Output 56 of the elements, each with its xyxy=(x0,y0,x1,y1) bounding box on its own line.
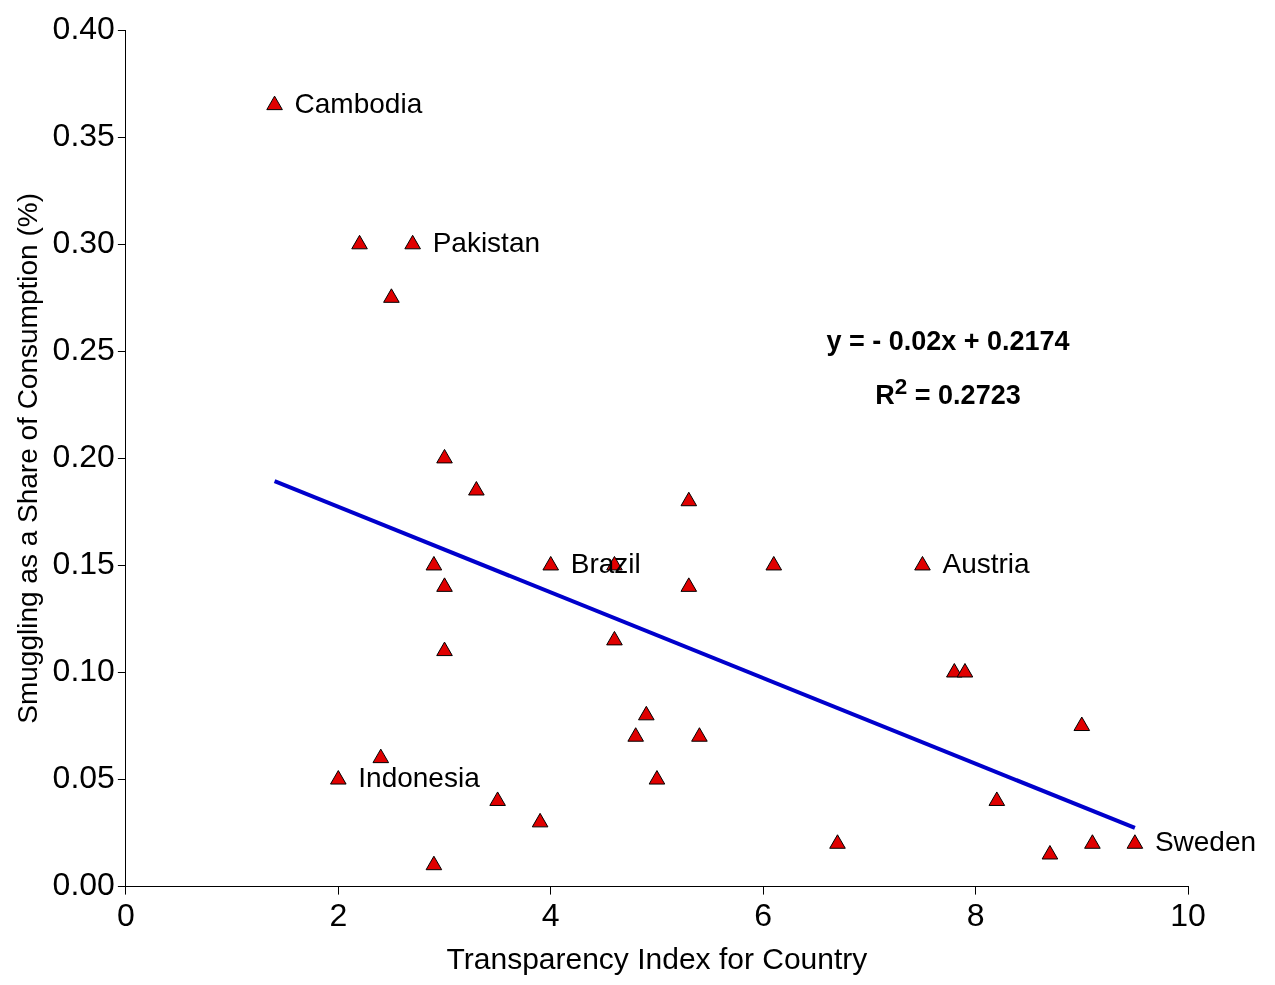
point xyxy=(489,791,506,806)
point xyxy=(351,234,368,250)
point xyxy=(988,791,1006,806)
point xyxy=(648,770,666,785)
annotation: Austria xyxy=(942,548,1031,580)
x-tick-label: 8 xyxy=(966,896,985,933)
point xyxy=(765,555,783,571)
x-tick-label: 0 xyxy=(116,896,135,933)
point xyxy=(383,288,400,303)
point xyxy=(829,834,846,849)
point xyxy=(680,577,698,592)
x-tick-label: 4 xyxy=(541,896,560,933)
y-axis-title: Smuggling as a Share of Consumption (%) xyxy=(11,193,43,724)
y-tick-label: 0.35 xyxy=(52,117,115,154)
annotation: Cambodia xyxy=(294,87,423,119)
point xyxy=(404,234,421,250)
annotation: Indonesia xyxy=(358,762,481,794)
annotation: Brazil xyxy=(570,548,641,580)
point xyxy=(1073,716,1091,732)
point xyxy=(606,630,623,646)
point xyxy=(436,577,453,592)
annotation: R$^{2}$ = 0.2723 xyxy=(874,374,1022,411)
point xyxy=(436,641,453,657)
y-tick-label: 0.30 xyxy=(52,224,115,261)
annotation: Sweden xyxy=(1154,826,1257,858)
point xyxy=(638,705,655,721)
point xyxy=(372,748,390,764)
y-tick-label: 0.05 xyxy=(52,759,115,796)
x-axis-title: Transparency Index for Country xyxy=(446,942,868,976)
point xyxy=(1041,844,1059,860)
point xyxy=(468,481,485,496)
y-tick-label: 0.20 xyxy=(52,438,115,475)
y-tick-label: 0.40 xyxy=(52,10,115,47)
y-tick-label: 0.00 xyxy=(52,866,115,903)
point xyxy=(542,555,560,571)
point xyxy=(1126,834,1144,849)
point xyxy=(956,663,974,678)
point xyxy=(1084,834,1101,849)
annotation: y = - 0.02x + 0.2174 xyxy=(825,326,1071,357)
point xyxy=(266,95,283,111)
y-tick-label: 0.25 xyxy=(52,331,115,368)
x-tick-label: 6 xyxy=(754,896,773,933)
point xyxy=(914,555,931,571)
point xyxy=(691,727,708,742)
point xyxy=(436,448,453,464)
y-tick-label: 0.15 xyxy=(52,545,115,582)
x-tick-label: 2 xyxy=(329,896,348,933)
point xyxy=(425,555,443,571)
point xyxy=(680,491,698,507)
point xyxy=(425,855,443,871)
point xyxy=(531,812,549,828)
point xyxy=(627,727,644,742)
annotation: Pakistan xyxy=(432,227,541,259)
point xyxy=(330,770,347,785)
y-tick-label: 0.10 xyxy=(52,652,115,689)
x-tick-label: 10 xyxy=(1170,896,1206,933)
